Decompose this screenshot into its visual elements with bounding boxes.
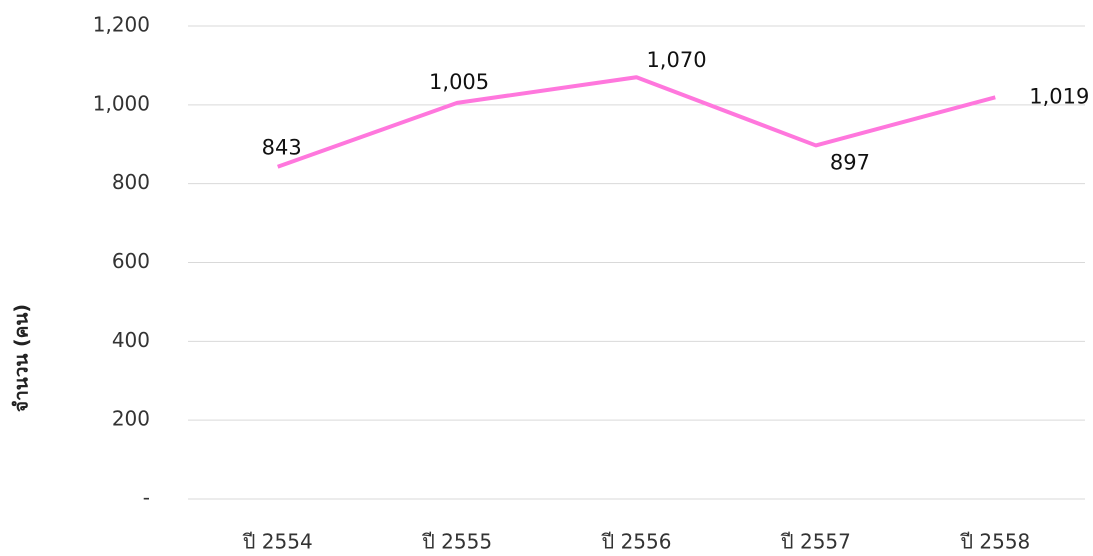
y-tick-label: 600 <box>112 249 150 273</box>
x-tick-label: ปี 2557 <box>781 530 851 554</box>
data-label: 897 <box>830 150 870 174</box>
x-tick-label: ปี 2556 <box>601 530 671 554</box>
y-axis-label: จำนวน (คน) <box>11 304 33 412</box>
y-tick-label: 1,200 <box>93 13 150 37</box>
data-label: 1,019 <box>1029 84 1089 108</box>
y-tick-label: - <box>143 486 150 510</box>
x-tick-label: ปี 2555 <box>422 530 492 554</box>
y-tick-label: 1,000 <box>93 91 150 115</box>
data-label: 843 <box>262 136 302 160</box>
y-tick-label: 800 <box>112 170 150 194</box>
x-tick-label: ปี 2558 <box>960 530 1030 554</box>
data-label: 1,070 <box>646 48 706 72</box>
data-line <box>277 75 996 169</box>
data-label: 1,005 <box>429 70 489 94</box>
y-tick-label: 400 <box>112 328 150 352</box>
x-tick-label: ปี 2554 <box>242 530 312 554</box>
y-tick-label: 200 <box>112 407 150 431</box>
